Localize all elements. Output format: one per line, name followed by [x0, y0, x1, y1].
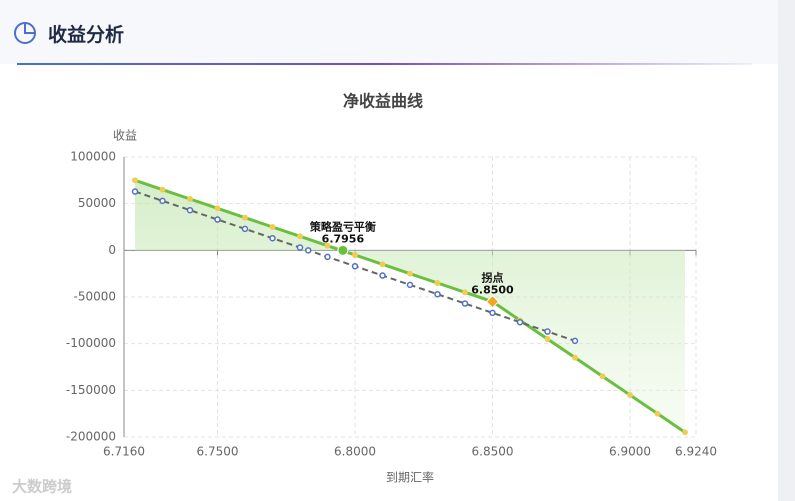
header-title: 收益分析 [48, 24, 125, 46]
point [297, 233, 303, 240]
point [132, 177, 138, 184]
point [187, 196, 193, 202]
y-tick-label: 100000 [70, 150, 116, 164]
point [379, 261, 386, 268]
point [406, 281, 414, 289]
y-tick-label: -100000 [66, 336, 116, 350]
x-axis-label: 到期汇率 [386, 470, 434, 485]
point [241, 225, 249, 233]
annotation-text: 策略盈亏平衡 [309, 219, 376, 233]
chart-title: 净收益曲线 [343, 92, 423, 111]
point [434, 290, 441, 298]
annotation-marker [337, 244, 349, 256]
point [159, 186, 166, 193]
annotation-marker [485, 294, 500, 309]
point [269, 234, 276, 242]
point [351, 262, 359, 270]
x-tick-label: 6.8000 [334, 445, 376, 459]
point [214, 216, 221, 223]
point [131, 188, 139, 195]
point [516, 318, 524, 326]
point [544, 328, 551, 335]
annotation-text: 拐点 [482, 271, 504, 285]
point [572, 354, 578, 361]
line [134, 190, 576, 342]
point [379, 272, 386, 279]
chart: 净收益曲线 收益 到期汇率 大数跨境 100000 50000 0 -50000 -10… [12, 92, 717, 496]
point [654, 410, 661, 417]
card: 收益分析 净收益曲线 收益 到期汇率 大数跨境 100000 50000 0 -500… [0, 0, 778, 501]
point [214, 205, 221, 212]
point [296, 244, 304, 251]
point [324, 242, 331, 249]
point [305, 247, 312, 254]
point [159, 197, 166, 205]
x-tick-label: 6.7500 [197, 445, 239, 459]
point [461, 300, 469, 307]
point [489, 309, 496, 317]
point [407, 270, 413, 277]
header-underline [17, 63, 752, 65]
header-icon [14, 22, 36, 44]
y-axis-label: 收益 [113, 129, 137, 143]
y-tick-label: -50000 [73, 290, 116, 304]
point [544, 336, 551, 342]
y-tick-label: -200000 [66, 430, 116, 444]
header: 收益分析 [0, 0, 778, 65]
watermark: 大数跨境 [12, 478, 72, 496]
y-tick-label: -150000 [66, 383, 116, 397]
point [462, 289, 468, 296]
x-tick-label: 6.9240 [675, 445, 717, 459]
point [434, 280, 441, 286]
point [627, 392, 633, 398]
point [682, 429, 688, 436]
point [599, 373, 606, 380]
x-tick-label: 6.8500 [472, 445, 514, 459]
point [324, 253, 331, 261]
y-tick-label: 0 [108, 243, 116, 257]
x-tick-label: 6.7160 [103, 445, 145, 459]
x-tick-label: 6.9000 [609, 445, 651, 459]
annotation-label: 6.7956 [322, 232, 365, 245]
y-tick-label: 50000 [78, 196, 116, 210]
point [242, 214, 248, 221]
point [186, 206, 194, 214]
area [135, 180, 685, 433]
point [352, 252, 358, 258]
point [571, 337, 579, 345]
point [269, 224, 276, 230]
annotation-label: 6.8500 [471, 284, 514, 297]
